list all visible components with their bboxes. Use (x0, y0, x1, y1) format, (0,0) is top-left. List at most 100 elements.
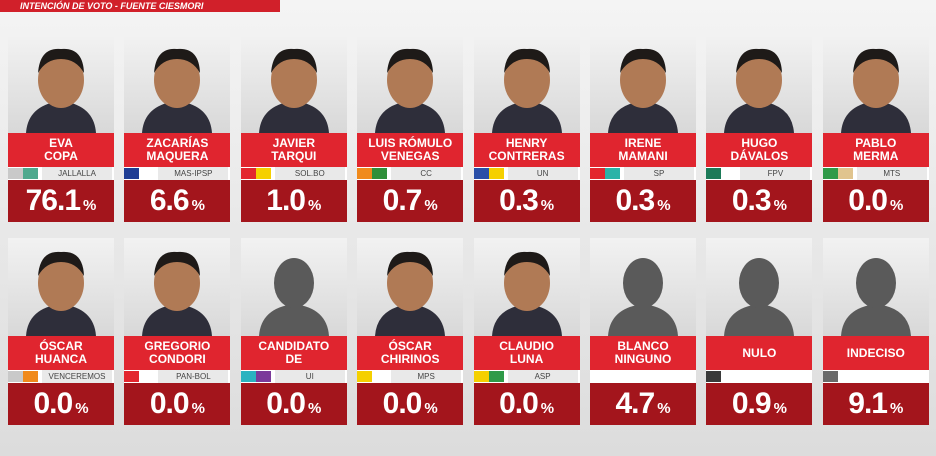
party-swatch (255, 371, 271, 382)
party-swatch (605, 168, 620, 179)
photo (473, 238, 580, 336)
name-line: IRENE (624, 136, 662, 150)
candidate-card: EVA COPA JALLALLA 76.1% (8, 35, 114, 222)
percent-sign: % (424, 197, 438, 214)
vote-value: 4.7% (590, 383, 696, 425)
percent-sign: % (773, 197, 787, 214)
party-strip: MTS (822, 167, 929, 180)
party-swatch (822, 371, 838, 382)
candidate-name: CANDIDATO DE (240, 336, 347, 370)
party-swatch (357, 371, 373, 382)
candidate-name: ÓSCAR HUANCA (8, 336, 114, 370)
party-swatch (706, 168, 722, 179)
percent-value: 0.0 (499, 387, 539, 420)
candidate-card: JAVIER TARQUI SOL.BO 1.0% (240, 35, 347, 222)
candidate-name: CLAUDIO LUNA (473, 336, 580, 370)
party-name: MPS (391, 370, 462, 383)
candidate-name: IRENE MAMANI (590, 133, 696, 167)
percent-sign: % (657, 197, 671, 214)
party-swatch (473, 371, 489, 382)
vote-value: 0.3% (590, 180, 696, 222)
photo (590, 238, 696, 336)
candidate-name: ZACARÍAS MAQUERA (124, 133, 231, 167)
candidate-name: HENRY CONTRERAS (473, 133, 580, 167)
vote-value: 0.7% (357, 180, 464, 222)
candidate-name: HUGO DÁVALOS (706, 133, 813, 167)
name-line: VENEGAS (380, 149, 440, 163)
party-swatch (357, 168, 373, 179)
header-title: INTENCIÓN DE VOTO - FUENTE CIESMORI (0, 0, 280, 12)
name-line: EVA (49, 136, 73, 150)
candidate-card: PABLO MERMA MTS 0.0% (822, 35, 929, 222)
name-line: PABLO (855, 136, 897, 150)
party-swatch (822, 168, 838, 179)
percent-sign: % (540, 400, 555, 417)
percent-value: 0.9 (731, 387, 772, 420)
vote-value: 0.0% (124, 383, 231, 425)
percent-value: 4.7 (615, 387, 655, 420)
vote-value: 76.1% (8, 180, 114, 222)
name-line: COPA (44, 149, 78, 163)
party-swatch (837, 168, 853, 179)
party-swatch (590, 168, 605, 179)
name-line: DE (285, 352, 303, 366)
candidate-card: ZACARÍAS MAQUERA MAS-IPSP 6.6% (124, 35, 231, 222)
party-strip (590, 370, 696, 383)
photo (357, 238, 464, 336)
party-name: UN (507, 167, 578, 180)
party-strip: SP (590, 167, 696, 180)
percent-sign: % (424, 400, 438, 417)
party-swatch (124, 168, 140, 179)
percent-value: 9.1 (848, 387, 888, 420)
photo (357, 35, 464, 133)
vote-value: 0.0% (473, 383, 580, 425)
percent-value: 0.3 (615, 184, 655, 217)
candidate-card: HUGO DÁVALOS FPV 0.3% (706, 35, 813, 222)
name-line: CONTRERAS (488, 149, 565, 163)
party-swatch (240, 371, 256, 382)
name-line: LUIS RÓMULO (368, 136, 453, 150)
photo (590, 35, 696, 133)
candidate-name: ÓSCAR CHIRINOS (357, 336, 464, 370)
party-strip: PAN-BOL (124, 370, 231, 383)
percent-value: 0.0 (382, 387, 423, 420)
name-line: CLAUDIO (499, 339, 554, 353)
party-swatch (706, 371, 722, 382)
name-line: ÓSCAR (39, 339, 83, 353)
party-strip: MAS-IPSP (124, 167, 231, 180)
candidate-name: LUIS RÓMULO VENEGAS (357, 133, 464, 167)
party-swatch (488, 168, 504, 179)
percent-value: 0.0 (33, 387, 73, 420)
percent-sign: % (773, 400, 787, 417)
party-strip: FPV (706, 167, 813, 180)
candidate-name: INDECISO (822, 336, 929, 370)
percent-sign: % (83, 197, 97, 214)
name-line: BLANCO (617, 339, 669, 353)
name-line: GREGORIO (144, 339, 211, 353)
party-swatch (124, 371, 140, 382)
candidate-card: BLANCO NINGUNO 4.7% (590, 238, 696, 425)
candidate-card: HENRY CONTRERAS UN 0.3% (473, 35, 580, 222)
party-name: UI (274, 370, 345, 383)
name-line: DÁVALOS (730, 149, 789, 163)
party-strip (822, 370, 929, 383)
candidate-card: GREGORIO CONDORI PAN-BOL 0.0% (124, 238, 231, 425)
party-swatch (8, 371, 23, 382)
name-line: INDECISO (846, 345, 905, 360)
party-name: SOL.BO (274, 167, 345, 180)
name-line: HENRY (505, 136, 548, 150)
percent-sign: % (191, 400, 205, 417)
percent-sign: % (307, 400, 322, 417)
photo (706, 35, 813, 133)
name-line: MAMANI (618, 149, 668, 163)
percent-value: 1.0 (266, 184, 306, 217)
party-strip: UI (240, 370, 347, 383)
photo (124, 35, 231, 133)
name-line: NINGUNO (614, 352, 672, 366)
name-line: MERMA (853, 149, 899, 163)
vote-value: 1.0% (240, 180, 347, 222)
party-name: FPV (740, 167, 811, 180)
vote-value: 0.0% (357, 383, 464, 425)
percent-sign: % (75, 400, 89, 417)
percent-sign: % (191, 197, 205, 214)
